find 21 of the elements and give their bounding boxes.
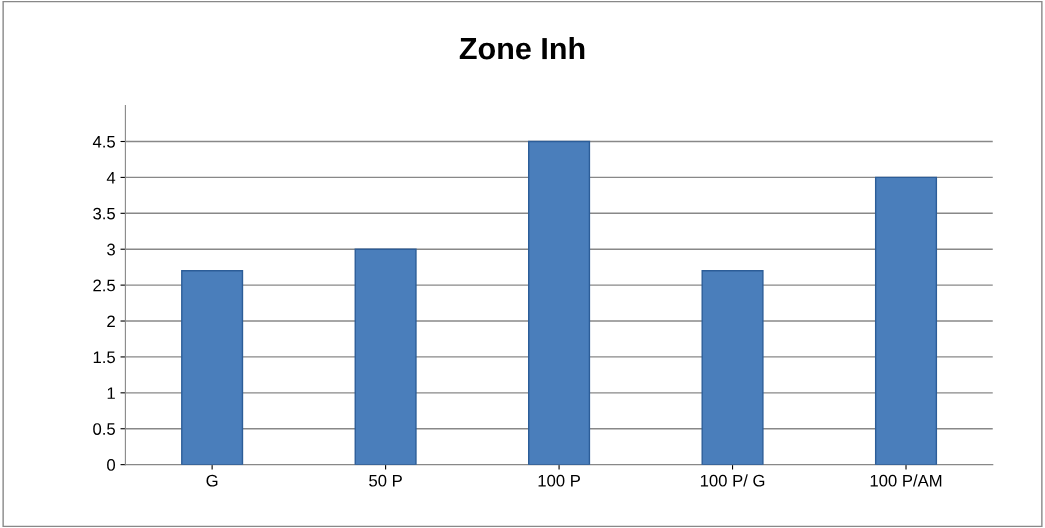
x-tick-label: G: [206, 474, 218, 487]
y-tick-label: 3: [107, 243, 115, 256]
y-tick-label: 1: [107, 387, 115, 399]
x-tick-label: 100 P/ G: [700, 474, 765, 487]
x-tick-label: 100 P/AM: [870, 474, 942, 487]
bar: [181, 270, 244, 465]
y-tick-label: 0: [107, 459, 116, 471]
bar: [701, 270, 764, 465]
y-tick-label: 2.5: [93, 279, 115, 292]
x-tick-label: 100 P: [538, 474, 580, 487]
bar: [874, 176, 938, 465]
bar: [528, 140, 591, 465]
y-tick-label: 3.5: [93, 207, 115, 220]
y-tick-label: 2: [107, 315, 115, 328]
chart-title: Zone Inh: [459, 36, 585, 60]
y-tick-label: 4.5: [92, 136, 115, 148]
y-tick-label: 1.5: [93, 351, 115, 364]
y-tick-label: 0.5: [93, 423, 115, 435]
x-tick-label: 50 P: [369, 474, 402, 487]
bar: [354, 248, 417, 465]
y-tick-label: 4: [106, 171, 116, 184]
